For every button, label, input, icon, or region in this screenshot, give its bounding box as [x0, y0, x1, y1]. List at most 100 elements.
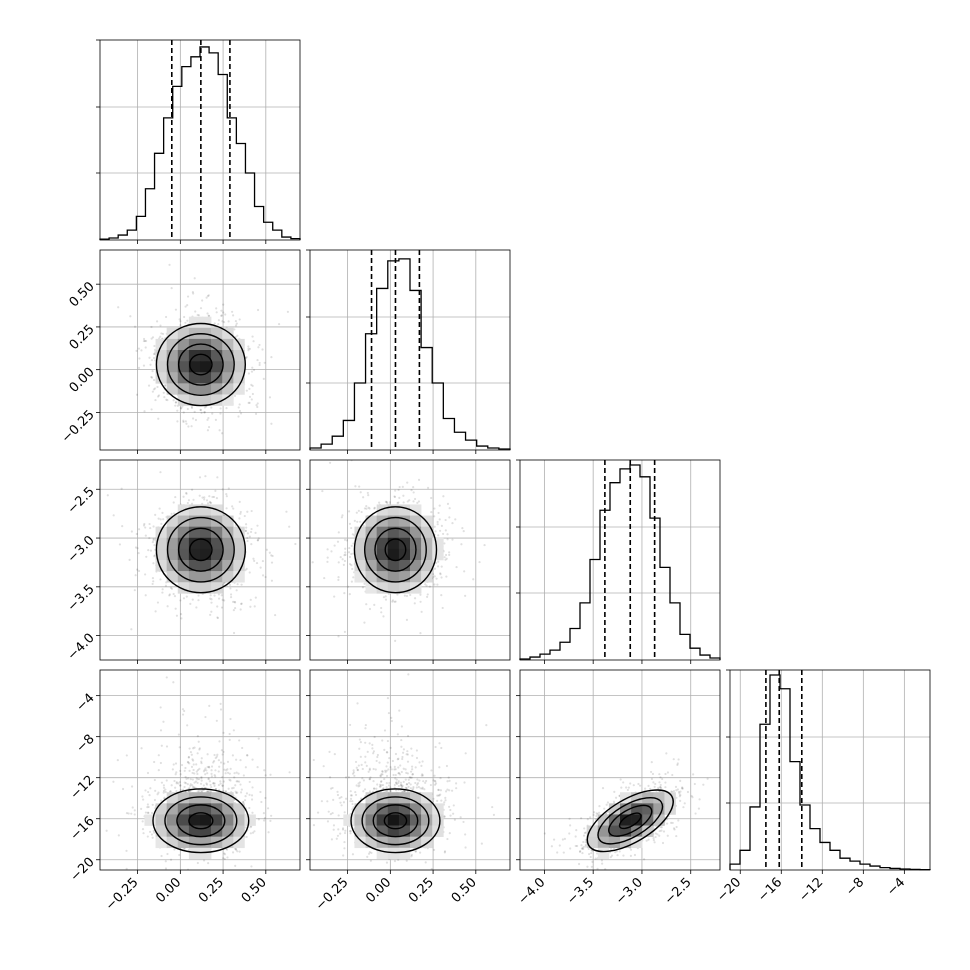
sample-point — [174, 786, 177, 789]
sample-point — [257, 818, 260, 821]
sample-point — [408, 499, 411, 502]
sample-point — [242, 800, 245, 803]
sample-point — [175, 614, 179, 617]
density-cell — [365, 548, 377, 561]
sample-point — [399, 455, 401, 457]
sample-point — [214, 775, 217, 778]
sample-point — [220, 594, 223, 597]
sample-point — [247, 347, 250, 350]
sample-point — [352, 576, 355, 579]
sample-point — [164, 315, 168, 319]
sample-point — [184, 420, 187, 423]
sample-point — [356, 520, 359, 523]
sample-point — [439, 572, 442, 575]
density-cell — [188, 383, 201, 395]
sample-point — [425, 584, 428, 587]
sample-point — [172, 399, 175, 402]
density-cell — [398, 515, 411, 527]
sample-point — [186, 295, 190, 298]
sample-point — [172, 592, 175, 596]
sample-point — [263, 361, 266, 364]
sample-point — [237, 415, 240, 418]
sample-point — [240, 602, 243, 606]
sample-point — [232, 631, 236, 635]
sample-point — [428, 585, 431, 588]
density-cell — [398, 526, 411, 539]
sample-point — [270, 422, 273, 425]
sample-point — [210, 406, 213, 409]
sample-point — [239, 512, 242, 515]
sample-point — [154, 513, 157, 516]
sample-point — [150, 359, 154, 362]
sample-point — [461, 527, 464, 530]
sample-point — [270, 356, 273, 359]
sample-point — [248, 395, 252, 398]
sample-point — [135, 393, 139, 396]
sample-point — [183, 315, 186, 319]
sample-point — [444, 558, 447, 561]
sample-point — [250, 798, 254, 801]
sample-point — [229, 593, 233, 596]
density-cell — [222, 560, 234, 572]
density-cell — [155, 350, 167, 362]
sample-point — [166, 852, 169, 856]
density-cell — [421, 537, 433, 550]
density-cell — [177, 526, 190, 539]
sample-point — [190, 753, 193, 756]
sample-point — [178, 318, 181, 321]
density-cell — [410, 504, 422, 516]
sample-point — [231, 505, 234, 508]
sample-point — [221, 488, 224, 491]
density-cell — [222, 338, 234, 351]
sample-point — [127, 812, 130, 815]
sample-point — [159, 471, 162, 474]
density-cell — [421, 560, 433, 572]
sample-point — [133, 589, 136, 592]
sample-point — [430, 511, 433, 514]
sample-point — [248, 535, 251, 538]
sample-point — [250, 383, 253, 386]
sample-point — [382, 615, 385, 618]
density-panel-1-0 — [99, 249, 301, 451]
sample-point — [189, 778, 192, 781]
sample-point — [357, 509, 360, 512]
sample-point — [426, 593, 429, 596]
sample-point — [204, 475, 207, 478]
sample-point — [256, 766, 259, 769]
sample-point — [171, 457, 173, 459]
sample-point — [337, 531, 340, 534]
sample-point — [144, 789, 147, 792]
sample-point — [160, 799, 163, 802]
sample-point — [135, 532, 138, 536]
sample-point — [151, 803, 154, 806]
sample-point — [198, 748, 201, 751]
sample-point — [170, 286, 173, 290]
sample-point — [215, 719, 218, 722]
density-cell — [211, 582, 223, 594]
sample-point — [251, 758, 254, 761]
sample-point — [251, 786, 254, 789]
sample-point — [321, 489, 324, 493]
sample-point — [233, 601, 237, 604]
sample-point — [444, 529, 447, 532]
density-cell — [365, 537, 377, 550]
density-cell — [200, 571, 212, 583]
sample-point — [254, 596, 257, 599]
density-cell — [166, 361, 179, 373]
histogram-step-3 — [729, 674, 931, 871]
sample-point — [210, 610, 213, 613]
sample-point — [193, 746, 196, 749]
sample-point — [227, 787, 230, 790]
sample-point — [262, 377, 265, 380]
sample-point — [181, 405, 184, 408]
density-cell — [365, 526, 377, 539]
sample-point — [214, 418, 218, 421]
density-cell — [387, 571, 400, 583]
sample-point — [166, 398, 169, 402]
sample-point — [228, 877, 230, 879]
sample-point — [288, 525, 291, 528]
sample-point — [247, 372, 251, 375]
density-cell — [233, 350, 245, 362]
sample-point — [238, 409, 242, 413]
sample-point — [186, 760, 189, 764]
